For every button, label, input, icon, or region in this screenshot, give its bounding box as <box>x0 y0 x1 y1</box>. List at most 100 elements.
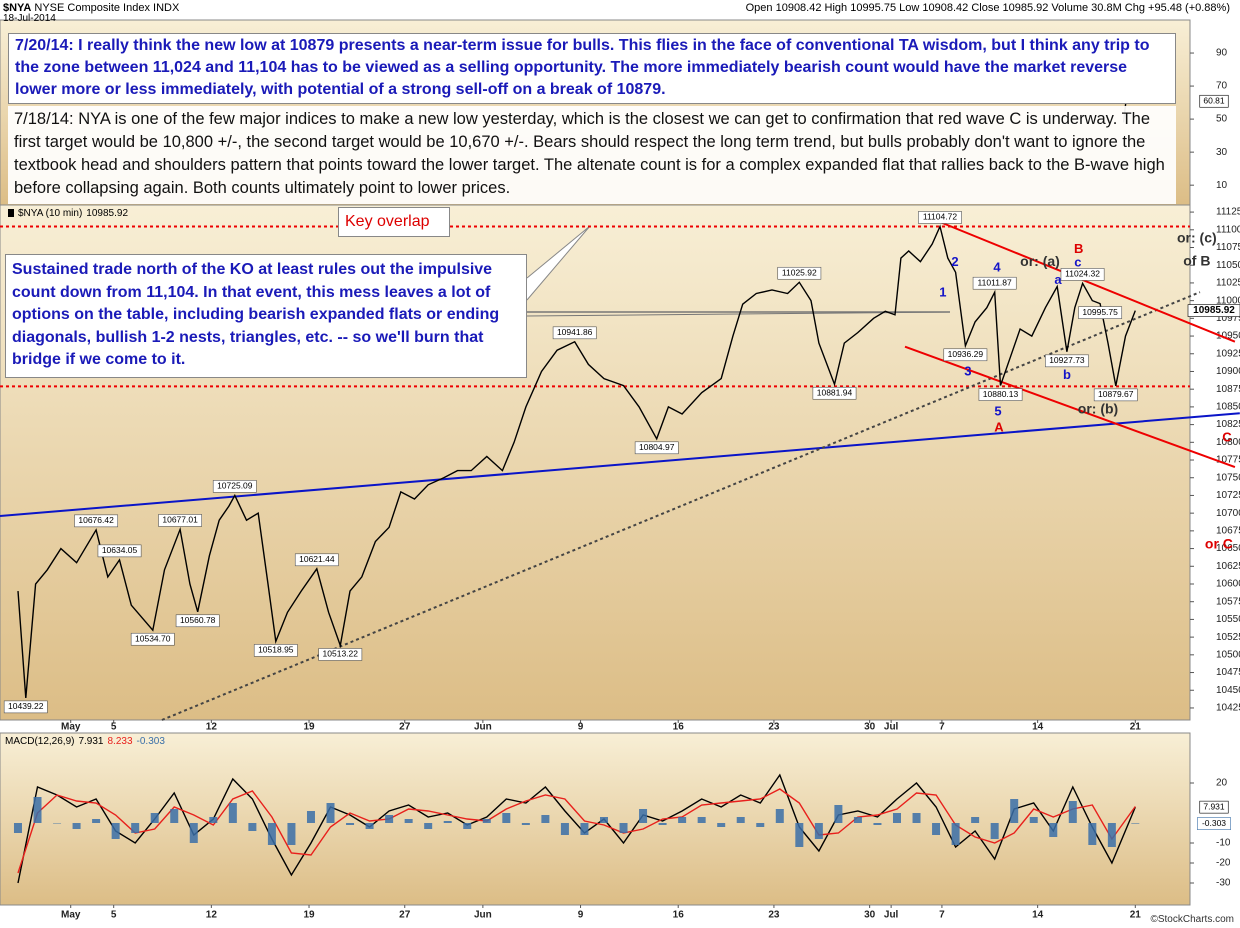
value-label-box <box>972 276 1017 290</box>
y-tick-label: 10900 <box>1216 366 1240 377</box>
y-tick-label: 50 <box>1216 114 1228 125</box>
histogram-bar <box>697 817 706 823</box>
legend: MACD(12,26,9) 7.931 8.233 -0.303 <box>5 736 165 747</box>
y-tick-label: 10425 <box>1216 703 1240 714</box>
value-label-box <box>1197 817 1232 830</box>
y-tick-label: 10675 <box>1216 526 1240 537</box>
value-label: 11024.32 <box>1065 269 1100 279</box>
histogram-bar <box>33 797 42 823</box>
x-tick-label: 30 <box>864 910 876 921</box>
wave-label: b <box>1063 367 1071 382</box>
histogram-bar <box>424 823 433 829</box>
wave-label: or: (c) <box>1177 230 1217 246</box>
x-tick-label: Jul <box>884 722 899 733</box>
value-label: 10927.73 <box>1049 355 1085 365</box>
histogram-bar <box>853 817 862 823</box>
legend-value: -0.303 <box>137 736 166 747</box>
value-label: 10513.22 <box>323 649 359 659</box>
x-tick-label: 16 <box>673 910 685 921</box>
series-line <box>17 773 1136 884</box>
y-tick-label: 10475 <box>1216 667 1240 678</box>
histogram-bar <box>971 817 980 823</box>
value-label-box <box>294 553 339 567</box>
value-label-box <box>3 700 48 714</box>
value-label-box <box>1199 800 1229 814</box>
value-label: 10881.94 <box>817 388 853 398</box>
histogram-bar <box>267 823 276 845</box>
x-tick-label: May <box>61 910 81 921</box>
histogram-bar <box>1107 823 1116 847</box>
histogram-bar <box>775 809 784 823</box>
value-label-box <box>918 211 962 224</box>
y-tick-label: 10800 <box>1216 437 1240 448</box>
value-label-box <box>943 348 988 362</box>
y-tick-label: 10725 <box>1216 490 1240 501</box>
y-tick-label: 10650 <box>1216 543 1240 554</box>
y-tick-label: 20 <box>1216 778 1228 789</box>
y-tick-label: -20 <box>1216 858 1231 869</box>
wave-label: or: (a) <box>1020 253 1060 269</box>
histogram-bar <box>892 813 901 823</box>
value-label: 11011.87 <box>978 277 1012 287</box>
y-tick-label: 10700 <box>1216 508 1240 519</box>
x-tick-label: 19 <box>303 910 315 921</box>
value-label: 10621.44 <box>299 554 335 564</box>
histogram-bar <box>619 823 628 833</box>
x-tick-label: 23 <box>768 722 780 733</box>
histogram-bar <box>1131 823 1140 824</box>
x-tick-label: 5 <box>111 910 117 921</box>
histogram-bar <box>131 823 140 833</box>
histogram-bar <box>795 823 804 847</box>
histogram-bar <box>306 811 315 823</box>
x-tick-label: 14 <box>1032 910 1044 921</box>
y-tick-label: 90 <box>1216 48 1228 59</box>
quote: Open 10908.42 High 10995.75 Low 10908.42… <box>745 2 1230 14</box>
value-label: -0.303 <box>1202 818 1226 828</box>
y-tick-label: 10625 <box>1216 561 1240 572</box>
y-tick-label: 30 <box>1216 147 1228 158</box>
histogram-bar <box>502 813 511 823</box>
value-label-box <box>777 266 822 280</box>
value-label-box <box>1187 304 1240 317</box>
histogram-bar <box>92 819 101 823</box>
key-overlap-note: Key overlap <box>338 207 450 237</box>
y-tick-label: 11025 <box>1216 278 1240 289</box>
histogram-bar <box>228 803 237 823</box>
y-tick-label: 10950 <box>1216 331 1240 342</box>
y-tick-label: 10550 <box>1216 614 1240 625</box>
value-label: 10804.97 <box>639 442 675 452</box>
x-tick-label: Jun <box>474 722 492 733</box>
histogram-bar <box>13 823 22 833</box>
x-tick-label: 21 <box>1130 910 1142 921</box>
value-label: 10995.75 <box>1082 307 1118 317</box>
histogram-bar <box>736 817 745 823</box>
legend-value: 8.233 <box>108 736 133 747</box>
y-tick-label: 10850 <box>1216 402 1240 413</box>
value-label: 10936.29 <box>948 349 984 359</box>
value-label: 10634.05 <box>102 545 138 555</box>
histogram-bar <box>209 817 218 823</box>
update-note: 7/20/14: I really think the new low at 1… <box>8 33 1176 104</box>
x-tick-label: 30 <box>864 722 876 733</box>
value-label: 10560.78 <box>180 615 216 625</box>
value-label: 10439.22 <box>8 701 44 711</box>
series-line <box>17 224 1136 698</box>
x-tick-label: 9 <box>578 910 584 921</box>
value-label: 10518.95 <box>258 645 294 655</box>
histogram-bar <box>463 823 472 829</box>
wave-label: 3 <box>964 364 971 379</box>
histogram-bar <box>170 809 179 823</box>
value-label-box <box>552 326 597 340</box>
legend-swatch <box>8 209 14 217</box>
histogram-bar <box>326 803 335 823</box>
histogram-bar <box>1088 823 1097 845</box>
histogram-bar <box>111 823 120 839</box>
histogram-bar <box>404 819 413 823</box>
y-tick-label: 11125 <box>1216 207 1240 218</box>
histogram-bar <box>443 821 452 823</box>
histogram-bar <box>53 823 62 824</box>
histogram-bar <box>873 823 882 825</box>
value-label: 11025.92 <box>782 268 817 278</box>
x-tick-label: 19 <box>303 722 315 733</box>
symbol-header: $NYA NYSE Composite Index INDX <box>3 2 179 14</box>
